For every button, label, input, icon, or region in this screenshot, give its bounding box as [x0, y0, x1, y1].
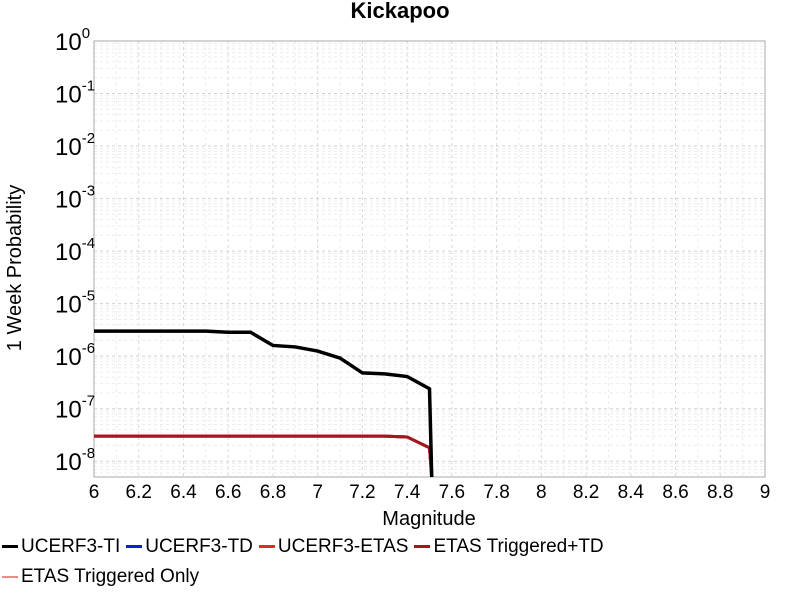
y-tick-label: 10-6	[55, 340, 95, 371]
series-line-ucerf3-etas	[94, 434, 434, 478]
legend-item: ETAS Triggered Only	[0, 566, 199, 588]
y-tick-label: 10-5	[55, 288, 95, 319]
x-tick-label: 8	[536, 482, 547, 503]
legend-swatch	[258, 545, 275, 549]
legend-row: UCERF3-TI UCERF3-TD UCERF3-ETAS ETAS Trigge…	[0, 536, 608, 562]
x-tick-label: 7	[312, 482, 323, 503]
legend-swatch	[2, 575, 18, 578]
x-tick-label: 7.2	[349, 482, 375, 503]
y-tick-labels: 100 10-1 10-2 10-3 10-4 10-5 10-6 10-7 10-8	[55, 25, 95, 476]
x-tick-label: 9	[760, 482, 771, 503]
legend-row: ETAS Triggered Only	[0, 566, 203, 592]
legend-label: UCERF3-TI	[21, 536, 121, 557]
legend-item: UCERF3-TD	[124, 536, 253, 558]
legend-item: ETAS Triggered+TD	[412, 536, 604, 558]
legend-label: UCERF3-ETAS	[277, 536, 409, 557]
legend-label: ETAS Triggered Only	[21, 566, 200, 587]
plot-frame	[93, 40, 766, 478]
x-tick-label: 8.6	[662, 482, 688, 503]
x-tick-label: 7.8	[483, 482, 509, 503]
legend-swatch	[126, 545, 143, 549]
chart-title: Kickapoo	[350, 0, 449, 23]
legend-label: UCERF3-TD	[145, 536, 253, 557]
y-tick-label: 10-8	[55, 445, 95, 476]
y-tick-label: 100	[55, 25, 90, 56]
legend-item: UCERF3-ETAS	[257, 536, 409, 558]
grid	[93, 41, 766, 478]
series-layer	[94, 329, 434, 478]
x-tick-label: 8.2	[573, 482, 599, 503]
x-tick-label: 6.8	[260, 482, 286, 503]
x-tick-label: 7.6	[439, 482, 465, 503]
legend-swatch	[2, 545, 18, 549]
series-line-ucerf3-td	[94, 434, 434, 478]
legend-swatch	[414, 545, 431, 549]
y-tick-label: 10-3	[55, 183, 95, 214]
x-tick-label: 8.8	[707, 482, 733, 503]
x-tick-labels: 6 6.2 6.4 6.6 6.8 7 7.2 7.4 7.6 7.8 8 8.2 8.4 8.6 8.8 9	[89, 482, 771, 503]
x-tick-label: 7.4	[394, 482, 421, 503]
legend-item: UCERF3-TI	[0, 536, 120, 558]
x-tick-label: 6.4	[170, 482, 197, 503]
x-tick-label: 6	[89, 482, 100, 503]
series-line-ucerf3-ti	[94, 329, 434, 478]
x-axis-label: Magnitude	[382, 508, 475, 530]
x-tick-label: 6.6	[215, 482, 241, 503]
y-tick-label: 10-4	[55, 235, 95, 266]
legend-label: ETAS Triggered+TD	[433, 536, 604, 557]
x-tick-label: 6.2	[126, 482, 152, 503]
series-line-etas-triggered-td	[94, 434, 434, 478]
y-tick-label: 10-1	[55, 78, 95, 109]
y-tick-label: 10-2	[55, 130, 95, 161]
y-tick-label: 10-7	[55, 393, 95, 424]
y-axis-label: 1 Week Probability	[4, 185, 26, 351]
x-tick-label: 8.4	[618, 482, 645, 503]
